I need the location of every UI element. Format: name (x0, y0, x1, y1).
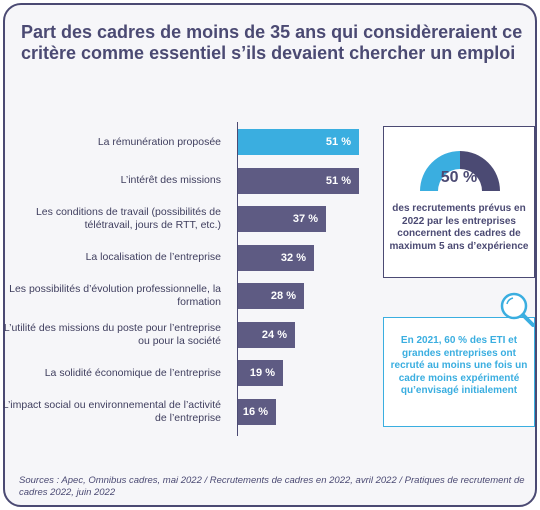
sources-note: Sources : Apec, Omnibus cadres, mai 2022… (19, 475, 525, 498)
value-label: 51 % (325, 174, 351, 187)
category-label: Les conditions de travail (possibilités … (35, 206, 221, 231)
category-label: Les possibilités d’évolution professionn… (9, 283, 221, 308)
chart-axis (237, 122, 238, 436)
category-label: L’impact social ou environnemental de l’… (2, 398, 221, 424)
category-label: L’utilité des missions du poste pour l’e… (3, 321, 221, 347)
value-label: 16 % (242, 405, 268, 418)
value-label: 28 % (270, 290, 296, 302)
bar (238, 360, 283, 386)
half-gauge-icon (420, 151, 500, 191)
bar (238, 244, 314, 271)
eti-callout-text: En 2021, 60 % des ETI et grandes entrepr… (390, 335, 528, 396)
callout-percent: 50 % (440, 169, 478, 186)
value-label: 19 % (249, 367, 275, 379)
bar (238, 398, 276, 425)
bar (238, 206, 326, 232)
value-label: 37 % (292, 213, 318, 225)
value-label: 32 % (280, 251, 306, 264)
bar (238, 283, 304, 309)
bar (238, 129, 359, 155)
magnifier-icon (500, 292, 535, 327)
callout-description: des recrutements prévus en 2022 par les … (389, 203, 529, 252)
chart-title: Part des cadres de moins de 35 ans qui c… (21, 22, 523, 63)
category-label: L’intérêt des missions (120, 174, 221, 186)
recruitment-callout: 50 % des recrutements prévus en 2022 par… (383, 126, 535, 278)
category-label: La solidité économique de l’entreprise (44, 366, 221, 379)
gauge-left-segment (420, 151, 460, 191)
value-label: 51 % (325, 136, 351, 148)
value-label: 24 % (261, 328, 287, 341)
bar (238, 167, 359, 194)
category-label: La localisation de l’entreprise (85, 251, 221, 263)
infographic-card: Part des cadres de moins de 35 ans qui c… (3, 3, 537, 507)
category-label: La rémunération proposée (97, 135, 221, 148)
eti-callout: En 2021, 60 % des ETI et grandes entrepr… (383, 317, 535, 427)
gauge-right-segment (460, 151, 500, 191)
bar (238, 321, 295, 348)
